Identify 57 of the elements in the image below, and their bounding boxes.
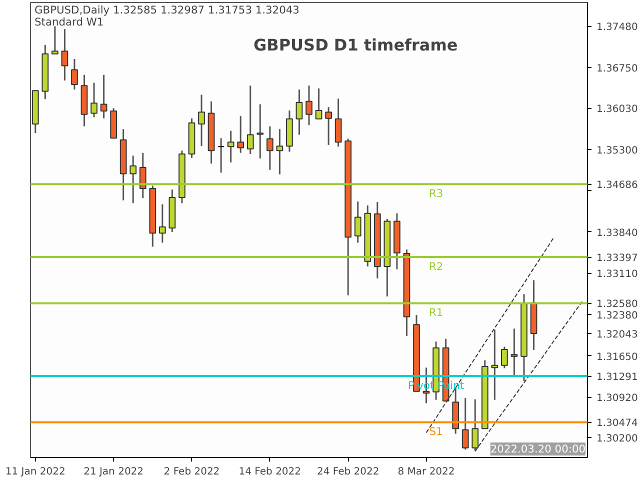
y-tick-label: 1.36030 [596,104,638,116]
candlestick [100,74,108,120]
x-tick-label: 11 Jan 2022 [5,466,66,478]
y-tick-label: 1.32380 [596,310,638,322]
y-tick-label: 1.33397 [596,253,638,264]
y-tick-label: 1.32580 [596,299,638,310]
y-tick-label: 1.30200 [596,434,638,445]
y-tick-label: 1.32043 [596,330,638,341]
candlestick [315,88,322,120]
candlestick [266,126,274,171]
candlestick [139,152,146,199]
annotation: Standard W1 [34,16,104,28]
y-tick-label: 1.36750 [596,64,638,74]
candlestick [325,106,332,146]
candlestick [218,137,224,174]
candlestick [71,58,78,90]
ref-line-label: S1 [429,425,443,438]
x-tick-label: 21 Jan 2022 [84,466,144,478]
y-tick-label: 1.33840 [596,228,638,239]
ref-line-label: R2 [428,260,444,274]
candlestick [90,82,98,118]
candlestick [61,28,68,82]
y-tick-label: 1.35300 [596,145,638,156]
candlestick [158,204,166,244]
candlestick [306,84,312,126]
candlestick [501,346,508,369]
candlestick [296,88,303,136]
candlestick [130,154,137,204]
x-tick-label: 8 Mar 2022 [398,466,455,478]
candlestick [462,397,469,450]
candlestick [334,98,342,148]
y-tick-label: 1.33110 [596,269,638,280]
y-tick-label: 1.37480 [596,22,638,34]
y-tick-label: 1.30474 [596,418,638,430]
annotation: 2022.03.20 00:00 [490,442,586,456]
candlestick [52,25,58,55]
candlestick [227,130,234,164]
candlestick [246,84,254,155]
candlestick [256,103,264,160]
y-tick-label: 1.30920 [596,393,638,404]
y-tick-label: 1.31291 [596,372,638,384]
line-series [474,300,584,452]
ref-line-label: R3 [428,187,444,200]
candlestick [510,328,518,377]
x-tick-label: 24 Feb 2022 [316,466,380,478]
x-tick-label: 14 Feb 2022 [238,466,302,478]
candlestick [276,128,284,176]
y-tick-label: 1.31650 [596,352,638,363]
candlestick [491,329,498,401]
text: GBPUSD D1 timeframe [253,36,458,54]
y-tick-label: 1.34686 [596,180,638,192]
candlestick [198,94,205,147]
candlestick [354,200,362,244]
annotation: GBPUSD,Daily 1.32585 1.32987 1.31753 1.32043 [34,4,300,16]
ref-line-label: R1 [428,306,444,320]
x-tick-label: 2 Feb 2022 [164,466,220,478]
candlestick [237,115,244,154]
